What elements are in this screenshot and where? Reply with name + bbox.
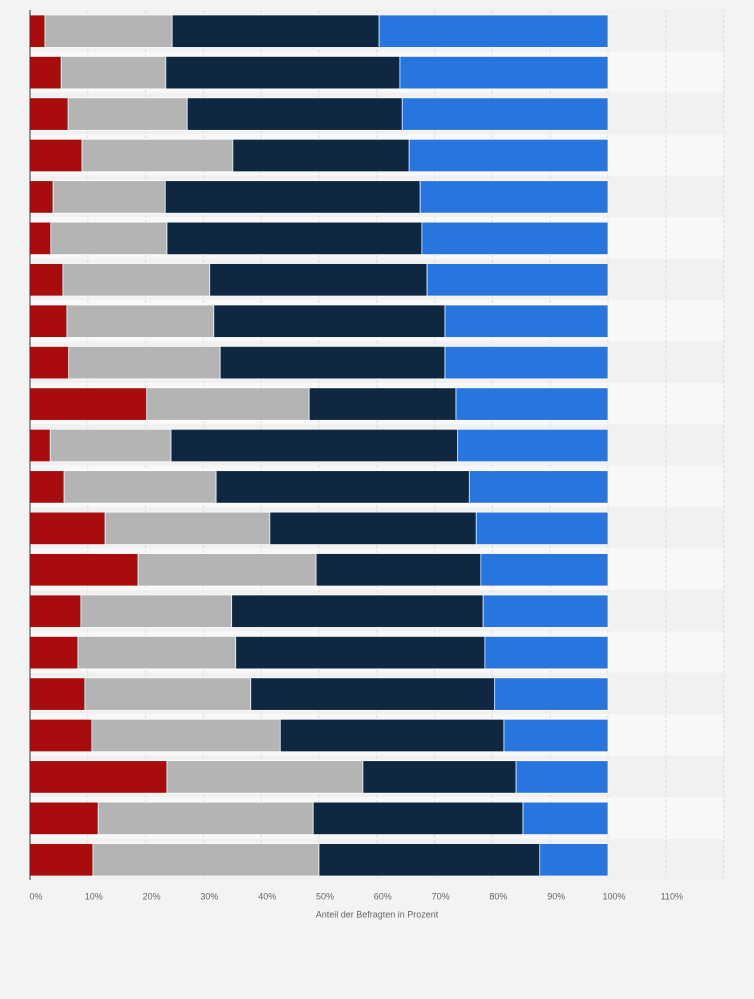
bar-segment: [279, 718, 505, 753]
bar-segment: [362, 760, 517, 794]
x-tick-label: 0%: [29, 891, 42, 901]
x-tick-label: 110%: [661, 891, 683, 901]
x-axis-label: Anteil der Befragten in Prozent: [316, 909, 439, 919]
bar-segment: [29, 428, 51, 463]
bar-segment: [77, 636, 237, 670]
bar-segment: [235, 636, 486, 670]
bar-segment: [213, 304, 446, 338]
x-tick-label: 20%: [143, 891, 161, 901]
bar-segment: [308, 387, 457, 421]
x-tick-label: 30%: [200, 891, 218, 901]
bar-segment: [468, 470, 609, 504]
bar-segment: [91, 718, 281, 753]
bar-segment: [84, 677, 252, 711]
bar-segment: [232, 138, 410, 173]
bar-segment: [315, 553, 482, 587]
x-tick-label: 10%: [85, 891, 103, 901]
bar-segment: [66, 304, 215, 338]
bar-segment: [250, 677, 496, 711]
bar-segment: [49, 428, 172, 463]
bar-segment: [421, 221, 609, 255]
bar-segment: [29, 470, 65, 504]
bar-segment: [165, 56, 401, 90]
bar-segment: [104, 511, 271, 545]
bar-segment: [137, 553, 317, 587]
bar-segment: [29, 843, 94, 877]
bar-segment: [231, 594, 484, 628]
bar-segment: [186, 97, 403, 131]
x-tick-label: 100%: [602, 891, 625, 901]
bar-segment: [419, 180, 609, 214]
x-tick-label: 70%: [432, 891, 450, 901]
bar-segment: [164, 180, 421, 214]
bar-segment: [269, 511, 477, 545]
bar-segment: [29, 304, 68, 338]
bar-segment: [29, 263, 64, 297]
x-tick-label: 90%: [547, 891, 565, 901]
bar-segment: [480, 553, 609, 587]
bar-segment: [29, 14, 46, 48]
x-tick-label: 50%: [316, 891, 334, 901]
bar-segment: [444, 304, 609, 338]
bar-segment: [97, 801, 314, 835]
bar-segment: [209, 263, 428, 297]
bar-segment: [219, 346, 446, 380]
bar-segment: [29, 760, 168, 794]
bar-segment: [29, 180, 54, 214]
bar-segment: [29, 677, 86, 711]
bar-segment: [539, 843, 609, 877]
bar-segment: [29, 387, 148, 421]
bar-segment: [426, 263, 609, 297]
bar-segment: [444, 346, 609, 380]
bar-segment: [63, 470, 217, 504]
x-tick-label: 60%: [374, 891, 392, 901]
bar-segment: [80, 594, 233, 628]
bar-segment: [475, 511, 609, 545]
x-tick-label: 80%: [489, 891, 507, 901]
bar-segment: [482, 594, 609, 628]
bar-segment: [484, 636, 609, 670]
bar-segment: [215, 470, 470, 504]
bar-segment: [68, 346, 221, 380]
bar-segment: [408, 138, 609, 173]
bar-segment: [455, 387, 609, 421]
bar-segment: [29, 718, 93, 753]
bar-segment: [312, 801, 524, 835]
bar-segment: [401, 97, 609, 131]
bar-segment: [67, 97, 188, 131]
bar-segment: [503, 718, 609, 753]
bar-segment: [29, 138, 83, 173]
bar-segment: [170, 428, 459, 463]
bar-segment: [378, 14, 609, 48]
bar-segment: [92, 843, 320, 877]
bar-segment: [522, 801, 609, 835]
bar-segment: [399, 56, 609, 90]
bar-segment: [171, 14, 380, 48]
bar-segment: [515, 760, 609, 794]
bar-segment: [29, 636, 79, 670]
bar-segment: [44, 14, 173, 48]
x-tick-label: 40%: [258, 891, 276, 901]
bar-segment: [50, 221, 168, 255]
bar-segment: [29, 511, 106, 545]
bar-segment: [146, 387, 310, 421]
bar-segment: [494, 677, 609, 711]
bar-segment: [318, 843, 541, 877]
bar-segment: [166, 221, 423, 255]
bar-segment: [29, 553, 139, 587]
bar-segment: [60, 56, 167, 90]
bar-segment: [29, 594, 82, 628]
bar-segment: [166, 760, 364, 794]
bar-segment: [52, 180, 166, 214]
bar-segment: [29, 56, 62, 90]
bar-segment: [81, 138, 234, 173]
bar-segment: [457, 428, 609, 463]
bar-segment: [29, 801, 99, 835]
bar-segment: [29, 97, 69, 131]
bar-segment: [29, 346, 70, 380]
bar-segment: [29, 221, 52, 255]
bar-segment: [62, 263, 211, 297]
